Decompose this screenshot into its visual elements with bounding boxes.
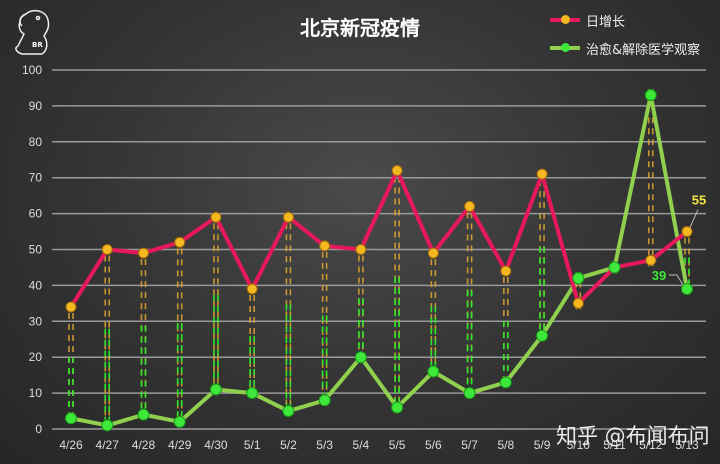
x-tick-label: 4/28 — [132, 438, 156, 452]
y-tick-label: 0 — [35, 422, 42, 436]
y-tick-label: 30 — [29, 314, 43, 328]
data-point-recovered — [173, 415, 186, 428]
x-tick-label: 5/5 — [389, 438, 406, 452]
data-point-recovered — [572, 272, 585, 285]
annotation-label-daily: 55 — [692, 193, 706, 208]
data-point-daily — [246, 283, 258, 295]
data-point-recovered — [209, 383, 222, 396]
legend-marker-daily — [550, 15, 580, 24]
data-point-daily — [174, 236, 186, 248]
x-tick-label: 4/27 — [96, 438, 120, 452]
data-point-daily — [500, 265, 512, 277]
chart-title: 北京新冠疫情 — [300, 16, 420, 40]
data-point-recovered — [681, 282, 693, 295]
data-point-daily — [391, 165, 403, 177]
data-point-daily — [681, 226, 693, 238]
data-point-recovered — [608, 261, 621, 274]
data-point-daily — [101, 244, 113, 255]
data-point-recovered — [65, 412, 77, 425]
x-tick-label: 4/29 — [168, 438, 192, 452]
legend-item-recovered: 治愈&解除医学观察 — [550, 34, 700, 62]
data-point-recovered — [644, 89, 657, 102]
x-tick-label: 5/4 — [353, 438, 370, 452]
y-tick-label: 60 — [29, 207, 43, 221]
y-tick-label: 80 — [29, 135, 43, 149]
data-point-recovered — [499, 376, 512, 389]
x-tick-label: 5/7 — [461, 438, 478, 452]
parrot-logo-icon: BR — [8, 6, 56, 58]
annotation-leader — [689, 209, 699, 228]
data-point-daily — [319, 240, 331, 252]
annotation-leader — [669, 274, 684, 286]
x-tick-label: 5/2 — [280, 438, 297, 452]
data-point-recovered — [137, 408, 150, 421]
chart-legend: 日增长 治愈&解除医学观察 — [550, 6, 700, 62]
data-point-recovered — [282, 405, 295, 418]
x-tick-label: 5/12 — [639, 438, 663, 452]
data-point-recovered — [427, 365, 440, 378]
data-point-daily — [572, 297, 584, 309]
svg-text:BR: BR — [32, 41, 43, 49]
data-point-daily — [210, 211, 222, 223]
series-line-daily — [69, 168, 689, 309]
y-tick-label: 40 — [29, 278, 43, 292]
annotation-label-recovered: 39 — [652, 268, 666, 283]
data-point-daily — [645, 254, 657, 266]
data-point-recovered — [536, 329, 549, 342]
legend-label-daily: 日增长 — [586, 14, 626, 30]
data-point-daily — [65, 301, 77, 313]
data-point-daily — [427, 247, 439, 259]
x-tick-label: 5/3 — [316, 438, 333, 452]
x-tick-label: 5/8 — [497, 438, 514, 452]
x-tick-label: 5/1 — [244, 438, 261, 452]
x-tick-label: 5/9 — [534, 438, 551, 452]
y-tick-label: 20 — [29, 350, 43, 364]
y-tick-label: 70 — [29, 171, 43, 185]
x-tick-label: 5/11 — [603, 438, 626, 452]
data-point-recovered — [246, 387, 259, 400]
x-tick-label: 4/26 — [59, 438, 83, 452]
y-tick-label: 100 — [22, 63, 42, 77]
legend-item-daily: 日增长 — [550, 6, 700, 34]
x-tick-label: 5/13 — [675, 438, 699, 452]
watermark: 知乎 @布闻布问 — [556, 424, 710, 448]
legend-label-recovered: 治愈&解除医学观察 — [586, 42, 701, 58]
data-point-recovered — [318, 394, 331, 407]
data-point-daily — [464, 200, 476, 212]
y-tick-label: 50 — [29, 243, 43, 257]
data-point-daily — [355, 244, 367, 255]
x-tick-label: 5/6 — [425, 438, 442, 452]
legend-marker-recovered — [550, 43, 580, 52]
data-point-recovered — [463, 387, 476, 400]
y-tick-label: 90 — [29, 99, 43, 113]
data-point-recovered — [391, 401, 404, 414]
data-point-recovered — [101, 419, 114, 432]
data-point-daily — [282, 211, 294, 223]
series-line-recovered — [70, 93, 689, 428]
data-point-recovered — [354, 351, 367, 364]
data-point-daily — [536, 168, 548, 180]
x-tick-label: 4/30 — [204, 438, 228, 452]
x-tick-label: 5/10 — [567, 438, 591, 452]
y-tick-label: 10 — [29, 386, 43, 400]
data-point-daily — [137, 247, 149, 259]
